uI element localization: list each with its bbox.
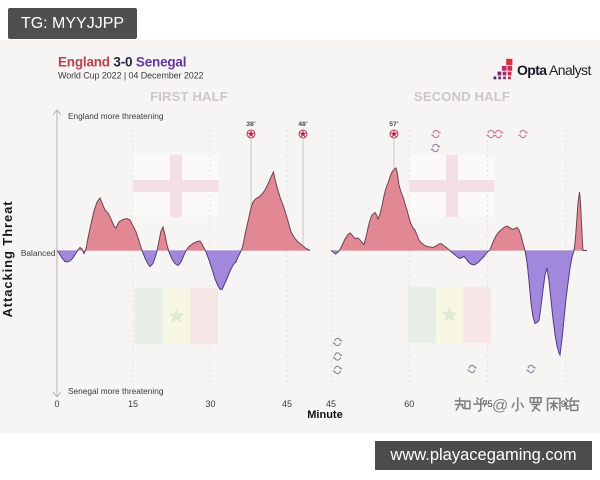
svg-text:Senegal more threatening: Senegal more threatening — [68, 386, 164, 396]
svg-text:45: 45 — [326, 399, 336, 409]
svg-text:45: 45 — [282, 399, 292, 409]
svg-text:Balanced: Balanced — [21, 248, 56, 258]
svg-text:30: 30 — [205, 399, 215, 409]
svg-text:48’: 48’ — [298, 121, 308, 128]
svg-text:15: 15 — [128, 399, 138, 409]
svg-text:FIRST HALF: FIRST HALF — [150, 89, 228, 104]
svg-text:57’: 57’ — [389, 121, 399, 128]
svg-text:SECOND HALF: SECOND HALF — [414, 89, 510, 104]
svg-text:England 3-0 Senegal: England 3-0 Senegal — [58, 55, 186, 70]
svg-text:38’: 38’ — [246, 121, 256, 128]
svg-text:60: 60 — [404, 399, 414, 409]
svg-text:@: @ — [492, 398, 508, 415]
svg-text:World Cup 2022 | 04 December 2: World Cup 2022 | 04 December 2022 — [58, 71, 204, 81]
svg-text:Minute: Minute — [307, 409, 342, 421]
svg-text:Opta Analyst: Opta Analyst — [517, 62, 591, 78]
svg-text:England more threatening: England more threatening — [68, 111, 164, 121]
svg-text:Attacking Threat: Attacking Threat — [0, 201, 15, 318]
svg-text:0: 0 — [54, 399, 59, 409]
